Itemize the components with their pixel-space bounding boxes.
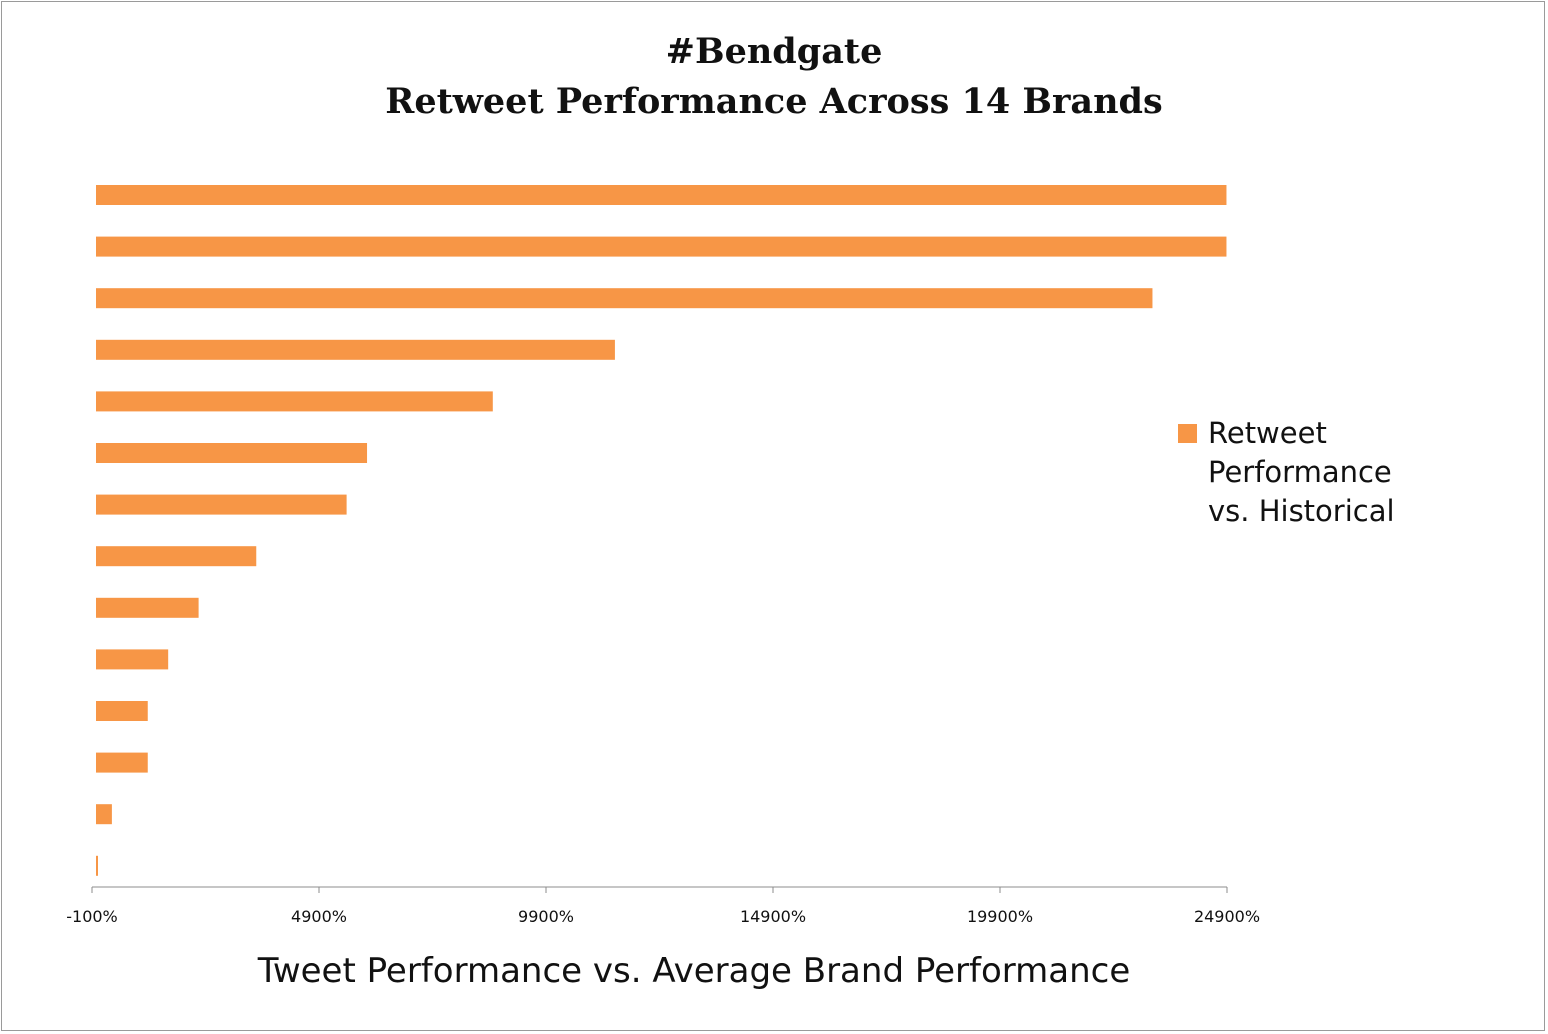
bar-12: [96, 752, 148, 773]
bar-3: [96, 288, 1153, 309]
bar-9: [96, 597, 199, 618]
bar-6: [96, 443, 368, 463]
x-tick-label: 24900%: [1194, 907, 1260, 926]
x-tick-label: 14900%: [740, 907, 806, 926]
x-tick-label: 4900%: [291, 907, 347, 926]
chart-subtitle: Retweet Performance Across 14 Brands: [385, 81, 1163, 122]
bar-2: [96, 236, 1227, 257]
bar-14: [96, 855, 98, 876]
bar-11: [96, 701, 148, 721]
x-tick-label: 9900%: [518, 907, 574, 926]
bar-10: [96, 649, 169, 670]
legend: Retweet Performance vs. Historical: [1178, 414, 1428, 531]
x-tick-label: 19900%: [967, 907, 1033, 926]
bar-5: [96, 391, 493, 412]
bar-13: [96, 804, 112, 825]
bar-1: [96, 185, 1227, 205]
x-tick-label: -100%: [66, 907, 118, 926]
bar-7: [96, 494, 347, 515]
bars-group: [96, 185, 1227, 876]
chart-title: #Bendgate: [665, 31, 883, 72]
x-axis-title: Tweet Performance vs. Average Brand Perf…: [257, 951, 1131, 991]
bar-8: [96, 546, 257, 567]
legend-swatch: [1178, 424, 1197, 443]
x-ticks-group: -100% 4900% 9900% 14900% 19900% 24900%: [66, 887, 1260, 926]
bar-4: [96, 339, 615, 360]
legend-label: Retweet Performance vs. Historical: [1208, 416, 1395, 528]
